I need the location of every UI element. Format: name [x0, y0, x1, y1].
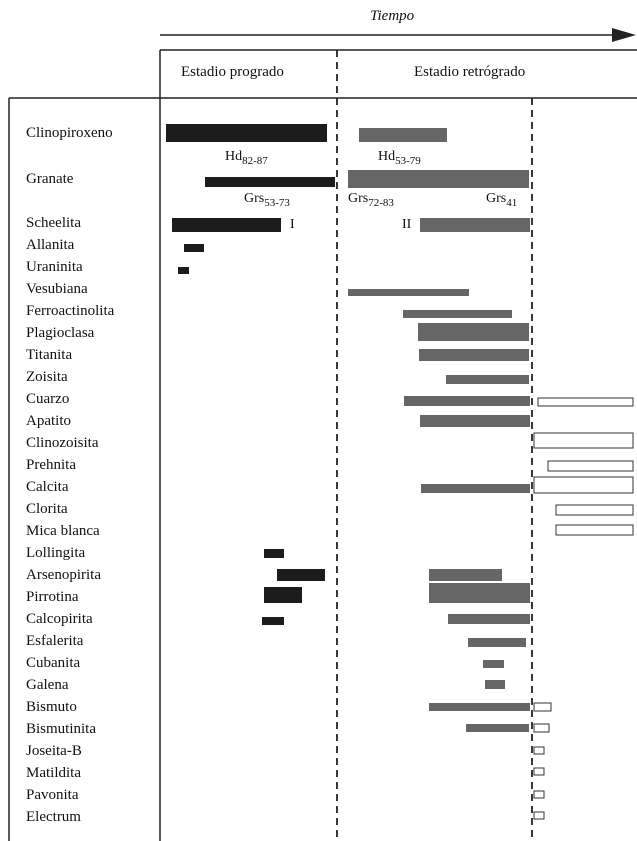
prograde-bar	[172, 218, 281, 232]
grs-retrograde-a-annotation: Grs72-83	[348, 191, 394, 209]
late-stage-bar	[533, 432, 634, 449]
mineral-label: Plagioclasa	[26, 325, 95, 341]
mineral-label: Galena	[26, 677, 69, 693]
stage-prograde-label: Estadio progrado	[181, 64, 284, 80]
late-stage-bar	[533, 476, 634, 494]
mineral-label: Electrum	[26, 809, 81, 825]
retrograde-bar	[403, 310, 512, 318]
mineral-label: Arsenopirita	[26, 567, 101, 583]
retrograde-bar	[421, 484, 530, 493]
mineral-label: Apatito	[26, 413, 71, 429]
retrograde-bar	[468, 638, 526, 647]
retrograde-bar	[485, 680, 505, 689]
mineral-label: Calcopirita	[26, 611, 93, 627]
retrograde-bar	[429, 583, 530, 603]
late-stage-bar	[533, 790, 545, 799]
mineral-label: Clinopiroxeno	[26, 125, 113, 141]
retrograde-bar	[466, 724, 529, 732]
stage-bars	[166, 124, 634, 820]
retrograde-bar	[420, 415, 530, 427]
prograde-bar	[166, 124, 327, 142]
prograde-bar	[264, 549, 284, 558]
mineral-label: Calcita	[26, 479, 69, 495]
mineral-label: Lollingita	[26, 545, 86, 561]
time-label: Tiempo	[370, 8, 415, 24]
mineral-label: Scheelita	[26, 215, 81, 231]
late-stage-bar	[537, 397, 634, 407]
scheelita-stage-I-label: I	[290, 217, 295, 232]
prograde-bar	[264, 587, 302, 603]
retrograde-bar	[404, 396, 530, 406]
late-stage-bar	[533, 811, 545, 820]
scheelita-stage-II-label: II	[402, 217, 412, 232]
prograde-bar	[184, 244, 204, 252]
late-stage-bar	[533, 746, 545, 755]
retrograde-bar	[348, 170, 529, 188]
mineral-label: Vesubiana	[26, 281, 88, 297]
late-stage-bar	[555, 524, 634, 536]
mineral-label: Clinozoisita	[26, 435, 99, 451]
prograde-bar	[262, 617, 284, 625]
retrograde-bar	[420, 218, 530, 232]
mineral-label: Zoisita	[26, 369, 68, 385]
mineral-label: Cuarzo	[26, 391, 70, 407]
mineral-label: Prehnita	[26, 457, 76, 473]
mineral-label: Pirrotina	[26, 589, 79, 605]
grs-retrograde-b-annotation: Grs41	[486, 191, 518, 209]
mineral-label: Mica blanca	[26, 523, 100, 539]
mineral-label: Granate	[26, 171, 74, 187]
late-stage-bar	[533, 702, 552, 712]
mineral-label: Allanita	[26, 237, 75, 253]
retrograde-bar	[348, 289, 469, 296]
stage-retrograde-label: Estadio retrógrado	[414, 64, 526, 80]
late-stage-bar	[547, 460, 634, 472]
mineral-label: Joseita-B	[26, 743, 82, 759]
mineral-label: Matildita	[26, 765, 81, 781]
time-arrow-head	[612, 28, 636, 42]
mineral-label: Titanita	[26, 347, 73, 363]
late-stage-bar	[533, 723, 550, 733]
retrograde-bar	[429, 703, 530, 711]
retrograde-bar	[418, 323, 529, 341]
late-stage-bar	[533, 767, 545, 776]
grs-prograde-annotation: Grs53-73	[244, 191, 290, 209]
mineral-label: Ferroactinolita	[26, 303, 115, 319]
late-stage-bar	[555, 504, 634, 516]
retrograde-bar	[446, 375, 529, 384]
prograde-bar	[205, 177, 335, 187]
retrograde-bar	[483, 660, 504, 668]
mineral-label: Uraninita	[26, 259, 83, 275]
mineral-label: Esfalerita	[26, 633, 84, 649]
hd-prograde-annotation: Hd82-87	[225, 149, 268, 167]
mineral-label: Clorita	[26, 501, 68, 517]
mineral-label: Cubanita	[26, 655, 81, 671]
hd-retrograde-annotation: Hd53-79	[378, 149, 421, 167]
retrograde-bar	[419, 349, 529, 361]
mineral-label: Pavonita	[26, 787, 79, 803]
mineral-label: Bismutinita	[26, 721, 97, 737]
retrograde-bar	[359, 128, 447, 142]
mineral-label: Bismuto	[26, 699, 77, 715]
prograde-bar	[178, 267, 189, 274]
retrograde-bar	[448, 614, 530, 624]
retrograde-bar	[429, 569, 502, 581]
prograde-bar	[277, 569, 325, 581]
